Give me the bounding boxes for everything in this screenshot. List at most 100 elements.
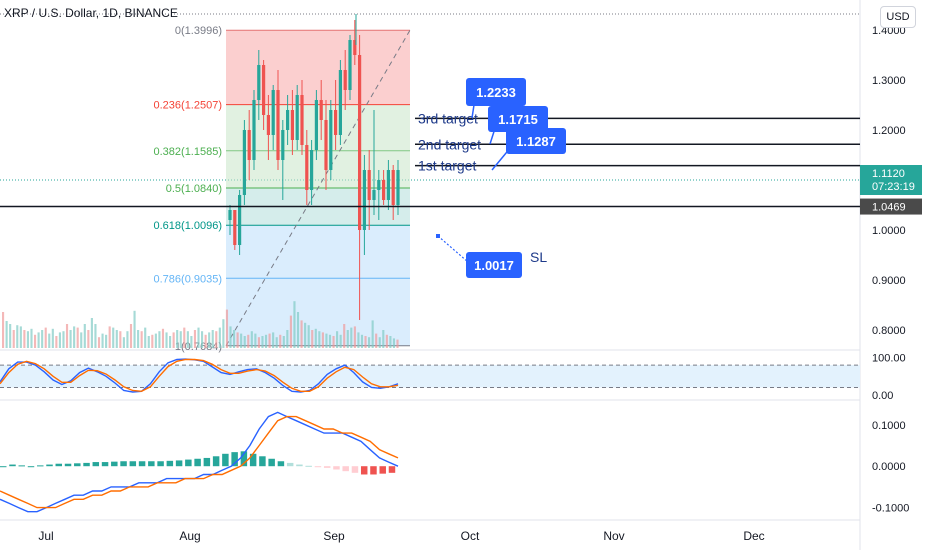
callout-stop-loss bbox=[466, 252, 522, 278]
volume-bar bbox=[9, 324, 12, 348]
time-tick-label: Aug bbox=[179, 529, 200, 543]
macd-histogram-bar bbox=[277, 461, 285, 467]
volume-bar bbox=[65, 324, 69, 348]
volume-bar bbox=[129, 324, 133, 348]
volume-bar bbox=[16, 325, 19, 348]
candle-body bbox=[238, 195, 242, 245]
candle-body bbox=[262, 65, 266, 115]
time-axis[interactable]: Jul Aug Sep Oct Nov Dec bbox=[38, 529, 764, 543]
callout-1st-target bbox=[506, 128, 566, 154]
candle-body bbox=[300, 95, 304, 145]
candle-body bbox=[358, 55, 362, 230]
macd-histogram-bar bbox=[9, 464, 16, 467]
volume-bar bbox=[193, 330, 197, 348]
currency-button[interactable]: USD bbox=[880, 6, 916, 28]
volume-bar bbox=[307, 325, 310, 348]
macd-histogram-bar bbox=[212, 456, 220, 467]
volume-bar bbox=[314, 328, 317, 348]
symbol-title: XRP / U.S. Dollar, 1D, BINANCE bbox=[4, 6, 178, 20]
volume-bar bbox=[83, 324, 86, 348]
macd-histogram-bar bbox=[92, 462, 100, 467]
macd-histogram-bar bbox=[370, 466, 377, 475]
macd-pane bbox=[0, 411, 399, 513]
macd-histogram-bar bbox=[231, 452, 238, 467]
volume-bar bbox=[261, 336, 264, 348]
volume-bar bbox=[48, 333, 51, 348]
volume-bar bbox=[87, 330, 90, 348]
fib-level-label: 0(1.3996) bbox=[175, 25, 222, 37]
volume-bar bbox=[208, 332, 211, 348]
volume-bar bbox=[144, 327, 147, 348]
volume-bar bbox=[272, 332, 275, 348]
volume-bar bbox=[76, 327, 79, 348]
volume-bar bbox=[382, 330, 385, 348]
candle-body bbox=[290, 110, 294, 140]
candle-body bbox=[314, 100, 318, 150]
volume-bar bbox=[55, 336, 58, 348]
volume-bar bbox=[190, 336, 193, 348]
volume-bar bbox=[151, 334, 154, 348]
fibonacci-retracement[interactable]: 0(1.3996) 0.236(1.2507) 0.382(1.1585) 0.5(1… bbox=[154, 25, 411, 353]
candle-body bbox=[334, 110, 338, 135]
candle-body bbox=[396, 170, 400, 205]
macd-histogram-bar bbox=[185, 459, 192, 467]
callout-3rd-target bbox=[466, 78, 526, 106]
volume-bar bbox=[268, 333, 271, 348]
macd-histogram-bar bbox=[55, 463, 63, 467]
fib-level-label: 0.236(1.2507) bbox=[154, 100, 223, 112]
candle-body bbox=[348, 40, 352, 90]
volume-bar bbox=[176, 330, 179, 348]
volume-bar bbox=[364, 336, 367, 348]
price-tick-label: 1.0000 bbox=[872, 225, 906, 237]
volume-bar bbox=[126, 331, 129, 348]
stoch-band bbox=[0, 365, 860, 388]
macd-histogram-bar bbox=[27, 466, 35, 468]
macd-histogram-bar bbox=[138, 461, 146, 467]
candle-body bbox=[247, 130, 251, 160]
volume-bar bbox=[211, 330, 214, 348]
candle-body bbox=[353, 40, 357, 55]
callout-text: 1.0017 bbox=[474, 258, 514, 273]
candle-body bbox=[324, 120, 328, 170]
volume-bar bbox=[311, 330, 314, 348]
fib-level-label: 0.786(0.9035) bbox=[154, 273, 223, 285]
stoch-tick-label: 0.00 bbox=[872, 390, 893, 402]
candle-body bbox=[372, 190, 376, 200]
volume-bar bbox=[19, 326, 22, 348]
candle-body bbox=[386, 170, 390, 200]
volume-bar bbox=[257, 337, 260, 348]
time-tick-label: Jul bbox=[38, 529, 53, 543]
candle-body bbox=[329, 110, 333, 170]
candle-body bbox=[305, 145, 309, 190]
annotations[interactable]: 3rd target 2nd target 1st target 1.2233 1.17… bbox=[418, 78, 566, 278]
volume-bar bbox=[275, 337, 278, 348]
macd-histogram-bar bbox=[314, 466, 322, 468]
macd-histogram-bar bbox=[351, 466, 359, 473]
target-label: 3rd target bbox=[418, 110, 478, 126]
macd-histogram-bar bbox=[268, 458, 275, 467]
candle-body bbox=[377, 180, 381, 190]
callout-text: 1.2233 bbox=[476, 85, 516, 100]
macd-tick-label: 0.0000 bbox=[872, 461, 906, 473]
volume-bar bbox=[80, 332, 83, 348]
volume-bar bbox=[318, 331, 321, 348]
macd-histogram-bar bbox=[240, 451, 248, 467]
macd-histogram-bar bbox=[120, 461, 127, 467]
macd-histogram-bar bbox=[286, 462, 294, 467]
price-axis[interactable]: 1.40001.30001.20001.10001.00000.90000.80… bbox=[860, 25, 922, 515]
time-tick-label: Sep bbox=[323, 529, 345, 543]
macd-histogram-bar bbox=[259, 456, 266, 467]
stoch-line bbox=[0, 358, 399, 393]
volume-bar bbox=[58, 332, 61, 348]
macd-histogram-bar bbox=[305, 465, 312, 467]
candle-body bbox=[319, 100, 323, 120]
candle-body bbox=[343, 70, 347, 90]
volume-bar bbox=[165, 332, 168, 348]
volume-bar bbox=[360, 334, 364, 348]
volume-bar bbox=[328, 334, 332, 348]
volume-bar bbox=[296, 312, 300, 348]
volume-bar bbox=[30, 328, 33, 348]
target-label: 2nd target bbox=[418, 136, 481, 152]
volume-bar bbox=[282, 336, 285, 348]
